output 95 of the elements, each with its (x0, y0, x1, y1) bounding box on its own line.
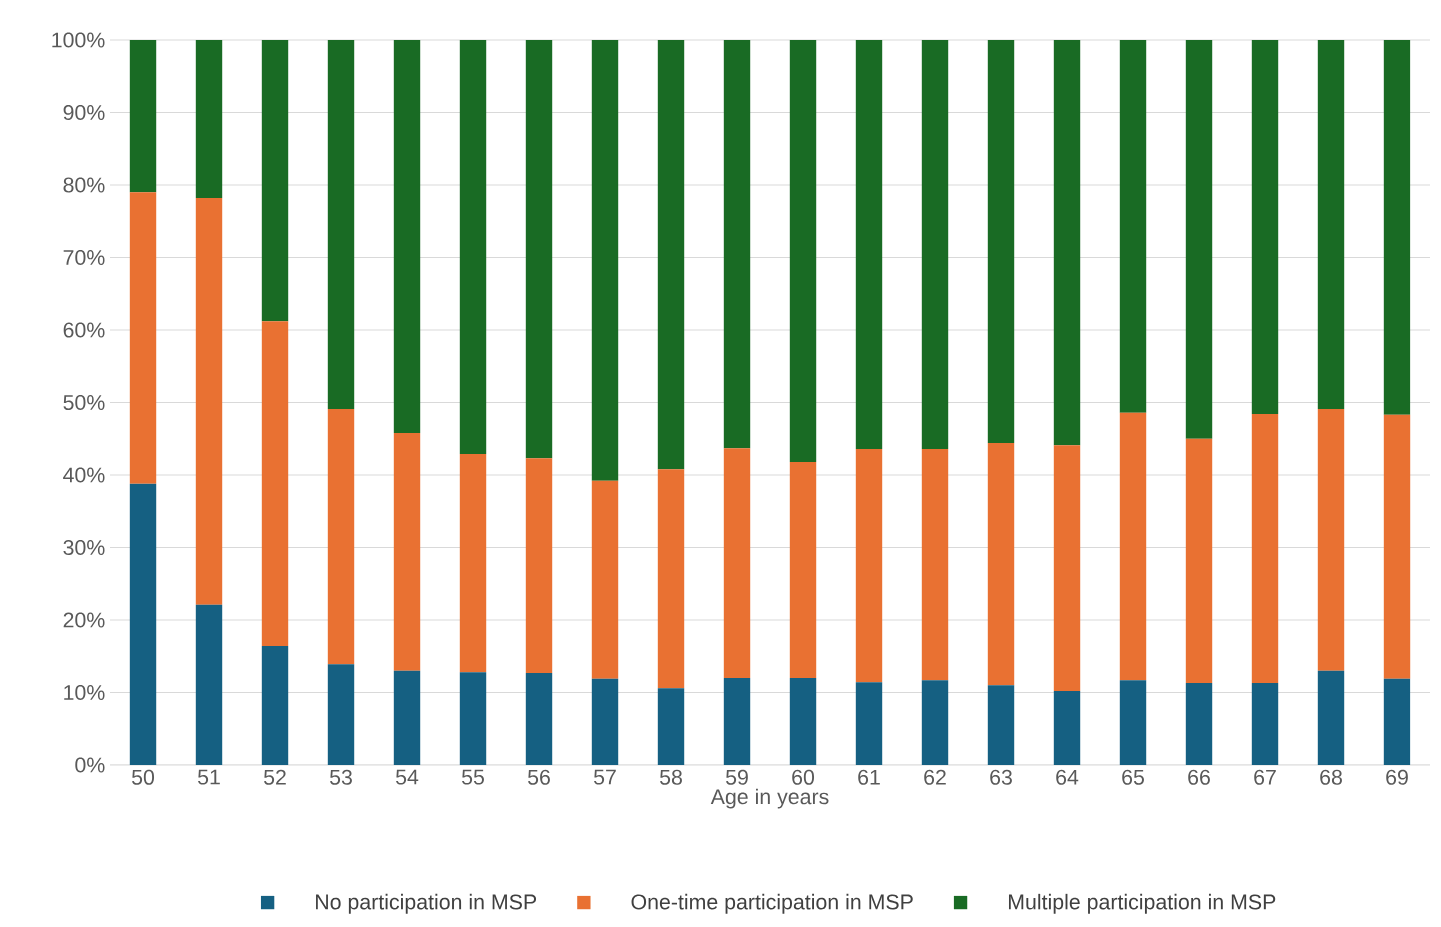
bar (261, 321, 289, 647)
bar (1053, 691, 1081, 765)
x-tick-label: 61 (858, 769, 880, 785)
bar (393, 39, 421, 433)
x-tick-label: 57 (594, 769, 616, 785)
y-tick-label: 60% (63, 322, 105, 338)
x-tick-label: 53 (330, 769, 352, 785)
y-tick-label: 30% (63, 539, 105, 556)
bar (987, 685, 1015, 765)
bar (327, 39, 355, 410)
y-tick-label: 10% (64, 684, 105, 701)
y-tick-label: 70% (63, 249, 105, 266)
x-tick-label: 58 (660, 769, 682, 785)
bar (1251, 39, 1279, 415)
bar (1053, 39, 1081, 446)
bar (1119, 680, 1147, 765)
x-tick-label: 52 (264, 769, 286, 785)
bar (525, 672, 553, 765)
bar (591, 39, 619, 481)
bar (723, 39, 751, 449)
bar (195, 198, 223, 605)
bar (789, 677, 817, 765)
bar (195, 604, 223, 765)
x-tick-label: 68 (1320, 769, 1342, 785)
bar (459, 453, 487, 673)
bar (129, 39, 157, 193)
bar (459, 39, 487, 454)
bar (789, 39, 817, 462)
bar (1185, 39, 1213, 439)
bar (987, 443, 1015, 686)
bar (855, 682, 883, 765)
x-tick-label: 50 (132, 769, 155, 785)
x-tick-label: 54 (396, 769, 419, 785)
bar (261, 39, 289, 322)
x-tick-label: 59 (726, 769, 748, 785)
bar (129, 483, 157, 765)
bar (1317, 39, 1345, 410)
bar (393, 432, 421, 671)
bar (327, 664, 355, 765)
bar (525, 39, 553, 459)
x-tick-label: 64 (1056, 769, 1079, 785)
legend-label: Multiple participation in MSP (1008, 893, 1276, 914)
x-tick-label: 56 (528, 769, 550, 785)
x-tick-label: 60 (792, 769, 815, 785)
bar (723, 448, 751, 678)
bar (327, 409, 355, 665)
bar (591, 678, 619, 765)
bar (921, 680, 949, 765)
x-tick-label: 62 (924, 769, 946, 785)
y-tick-label: 0% (75, 757, 105, 773)
y-tick-label: 80% (63, 177, 105, 193)
x-tick-label: 51 (198, 769, 220, 785)
bar (1251, 414, 1279, 684)
bar (525, 458, 553, 673)
bar (1119, 39, 1147, 413)
bar (591, 480, 619, 679)
bar (657, 39, 685, 470)
bar (1317, 409, 1345, 671)
x-tick-label: 66 (1188, 769, 1210, 785)
x-tick-label: 67 (1254, 769, 1276, 785)
bar (1119, 412, 1147, 681)
bar (459, 672, 487, 765)
bar (855, 39, 883, 449)
bar (723, 677, 751, 765)
bar (1251, 683, 1279, 765)
bar (1383, 39, 1411, 415)
legend-label: No participation in MSP (316, 893, 537, 914)
y-tick-label: 50% (63, 394, 105, 411)
bar (1383, 414, 1411, 679)
y-tick-label: 90% (63, 104, 105, 121)
y-tick-label: 20% (63, 612, 105, 628)
x-tick-label: 55 (462, 769, 484, 785)
x-tick-label: 65 (1122, 769, 1144, 785)
bar (1317, 670, 1345, 765)
bar (1185, 438, 1213, 684)
bar (261, 646, 289, 765)
bar (855, 448, 883, 683)
bar (1383, 678, 1411, 765)
bar (393, 670, 421, 765)
bar (987, 39, 1015, 444)
bar (921, 448, 949, 681)
x-tick-label: 69 (1386, 769, 1408, 785)
bar (789, 461, 817, 678)
x-axis-title: Age in years (710, 788, 829, 809)
bar (1053, 445, 1081, 692)
bar (129, 192, 157, 484)
bar (1185, 683, 1213, 765)
x-tick-label: 63 (990, 769, 1012, 785)
legend-label: One-time participation in MSP (631, 893, 913, 914)
bar (921, 39, 949, 449)
y-tick-label: 100% (52, 32, 105, 48)
bar (657, 688, 685, 765)
bar (195, 39, 223, 199)
bar (657, 469, 685, 689)
y-tick-label: 40% (63, 467, 105, 483)
